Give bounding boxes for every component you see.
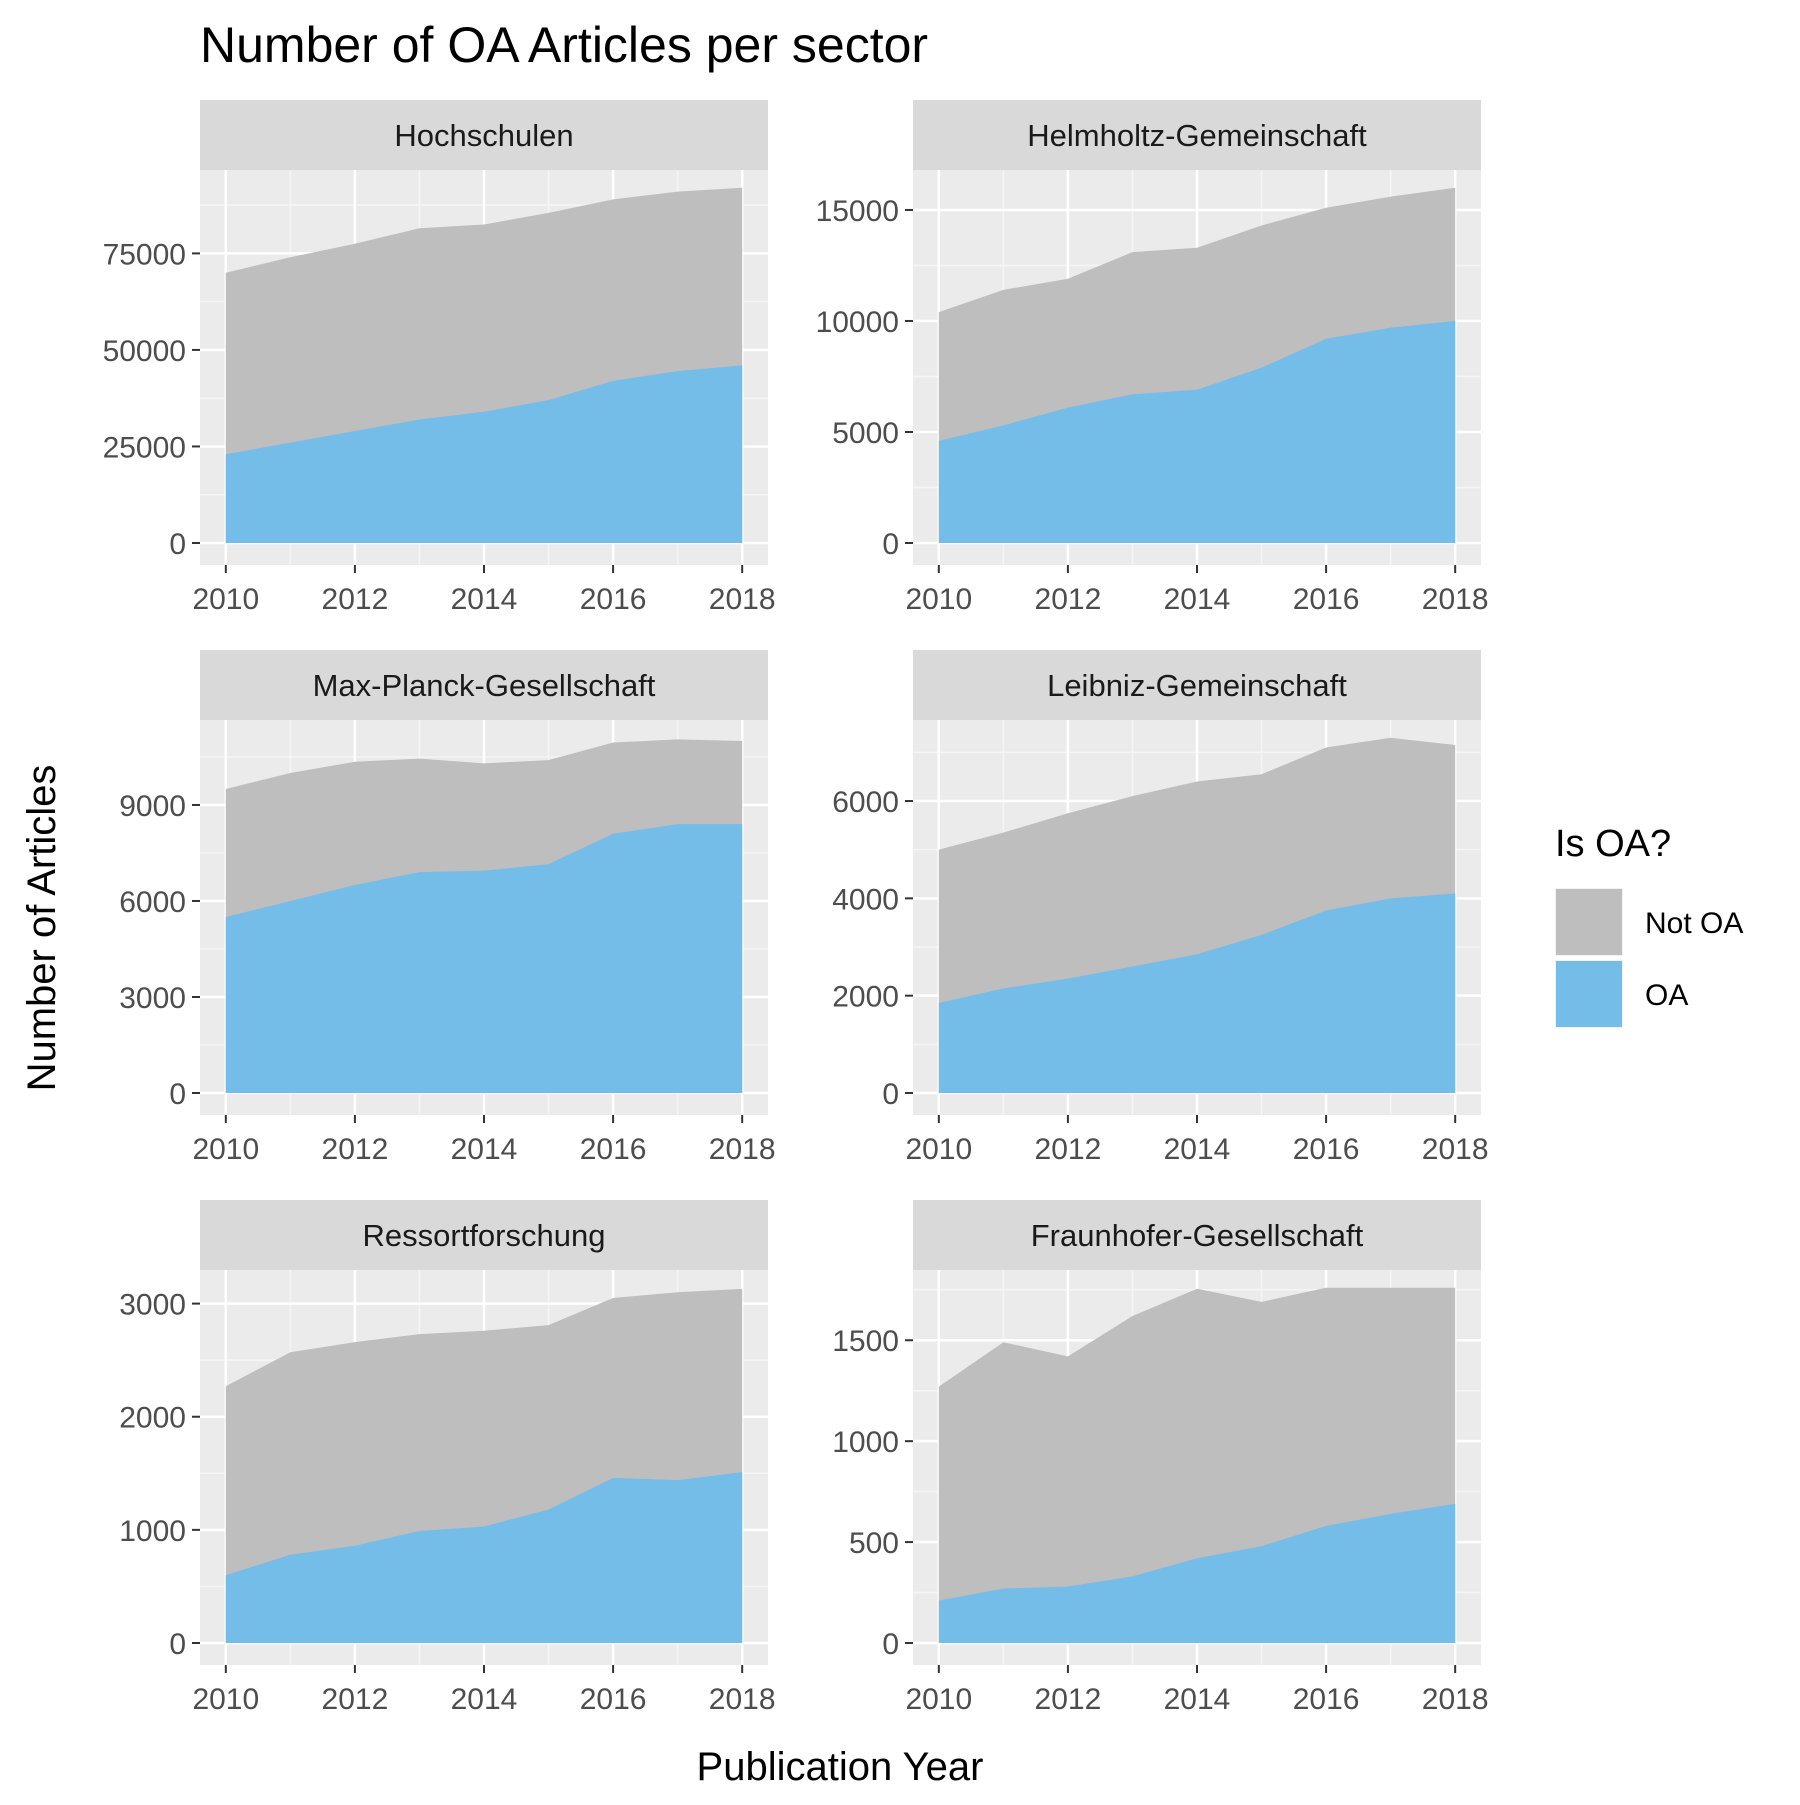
strip-label: Leibniz-Gemeinschaft [1047, 668, 1347, 703]
panel-max-planck-gesellschaft: Max-Planck-Gesellschaft 0 3000 6000 9000 2010… [119, 650, 776, 1166]
panel-leibniz-gemeinschaft: Leibniz-Gemeinschaft 0 2000 4000 6000 2010 201… [832, 650, 1489, 1166]
x-tick-label: 2010 [905, 1133, 972, 1166]
chart-title: Number of OA Articles per sector [200, 17, 928, 73]
y-tick-label: 0 [169, 1078, 186, 1111]
x-tick-label: 2012 [322, 1683, 389, 1716]
legend-label: Not OA [1645, 907, 1743, 940]
x-tick-label: 2018 [709, 583, 776, 616]
strip-background [913, 100, 1481, 170]
y-tick-label: 6000 [119, 886, 186, 919]
strip-background [200, 100, 768, 170]
x-tick-label: 2010 [905, 1683, 972, 1716]
y-tick-label: 15000 [816, 195, 899, 228]
y-tick-label: 2000 [119, 1402, 186, 1435]
panel-hochschulen: Hochschulen 0 25000 50000 75000 2010 2012 2014 2… [103, 100, 776, 616]
x-tick-label: 2016 [1293, 1133, 1360, 1166]
y-tick-label: 1000 [119, 1515, 186, 1548]
legend-title: Is OA? [1555, 823, 1671, 865]
x-tick-label: 2016 [1293, 1683, 1360, 1716]
strip-label: Helmholtz-Gemeinschaft [1027, 118, 1367, 153]
x-tick-label: 2014 [451, 1683, 518, 1716]
panel-helmholtz-gemeinschaft: Helmholtz-Gemeinschaft 0 5000 10000 15000 201… [816, 100, 1489, 616]
x-tick-label: 2010 [192, 1683, 259, 1716]
x-tick-label: 2016 [580, 1683, 647, 1716]
strip-label: Ressortforschung [363, 1218, 606, 1253]
legend-key-oa [1556, 961, 1622, 1027]
x-tick-label: 2018 [1422, 1683, 1489, 1716]
x-tick-label: 2014 [1164, 583, 1231, 616]
area-oa [938, 893, 1456, 1093]
y-tick-label: 3000 [119, 982, 186, 1015]
x-tick-label: 2012 [1035, 1133, 1102, 1166]
y-tick-label: 1500 [832, 1325, 899, 1358]
legend: Is OA? Not OA OA [1555, 823, 1743, 1028]
x-tick-label: 2018 [1422, 1133, 1489, 1166]
x-tick-label: 2012 [1035, 1683, 1102, 1716]
y-tick-label: 500 [849, 1527, 899, 1560]
y-tick-label: 0 [882, 1628, 899, 1661]
x-tick-label: 2014 [1164, 1683, 1231, 1716]
y-tick-label: 6000 [832, 786, 899, 819]
x-tick-label: 2012 [322, 583, 389, 616]
panel-fraunhofer-gesellschaft: Fraunhofer-Gesellschaft 0 500 1000 1500 2010 2… [832, 1200, 1489, 1716]
y-tick-label: 5000 [832, 417, 899, 450]
legend-label: OA [1645, 979, 1688, 1012]
strip-label: Max-Planck-Gesellschaft [313, 668, 656, 703]
strip-label: Hochschulen [394, 118, 573, 153]
strip-background [913, 1200, 1481, 1270]
x-tick-label: 2012 [322, 1133, 389, 1166]
x-tick-label: 2016 [1293, 583, 1360, 616]
strip-label: Fraunhofer-Gesellschaft [1031, 1218, 1364, 1253]
area-oa [938, 1503, 1456, 1643]
area-oa [938, 320, 1456, 543]
x-tick-label: 2014 [451, 1133, 518, 1166]
panel-ressortforschung: Ressortforschung 0 1000 2000 3000 2010 2012 201… [119, 1200, 776, 1716]
area-oa [225, 824, 743, 1093]
y-tick-label: 0 [169, 1628, 186, 1661]
strip-background [200, 1200, 768, 1270]
y-tick-label: 50000 [103, 335, 186, 368]
area-oa [225, 1472, 743, 1643]
legend-key-not-oa [1556, 889, 1622, 955]
strip-background [913, 650, 1481, 720]
x-tick-label: 2018 [709, 1133, 776, 1166]
x-tick-label: 2014 [451, 583, 518, 616]
y-tick-label: 0 [882, 1078, 899, 1111]
x-tick-label: 2012 [1035, 583, 1102, 616]
y-tick-label: 3000 [119, 1289, 186, 1322]
x-tick-label: 2016 [580, 583, 647, 616]
y-tick-label: 0 [882, 528, 899, 561]
y-tick-label: 2000 [832, 981, 899, 1014]
x-tick-label: 2018 [1422, 583, 1489, 616]
y-tick-label: 10000 [816, 306, 899, 339]
strip-background [200, 650, 768, 720]
y-tick-label: 75000 [103, 238, 186, 271]
x-tick-label: 2014 [1164, 1133, 1231, 1166]
y-axis-title: Number of Articles [20, 765, 64, 1092]
y-tick-label: 1000 [832, 1426, 899, 1459]
x-tick-label: 2010 [192, 1133, 259, 1166]
y-tick-label: 0 [169, 528, 186, 561]
x-tick-label: 2010 [905, 583, 972, 616]
x-axis-title: Publication Year [697, 1745, 984, 1789]
area-oa [225, 365, 743, 543]
y-tick-label: 25000 [103, 431, 186, 464]
x-tick-label: 2010 [192, 583, 259, 616]
y-tick-label: 4000 [832, 883, 899, 916]
x-tick-label: 2018 [709, 1683, 776, 1716]
x-tick-label: 2016 [580, 1133, 647, 1166]
y-tick-label: 9000 [119, 790, 186, 823]
